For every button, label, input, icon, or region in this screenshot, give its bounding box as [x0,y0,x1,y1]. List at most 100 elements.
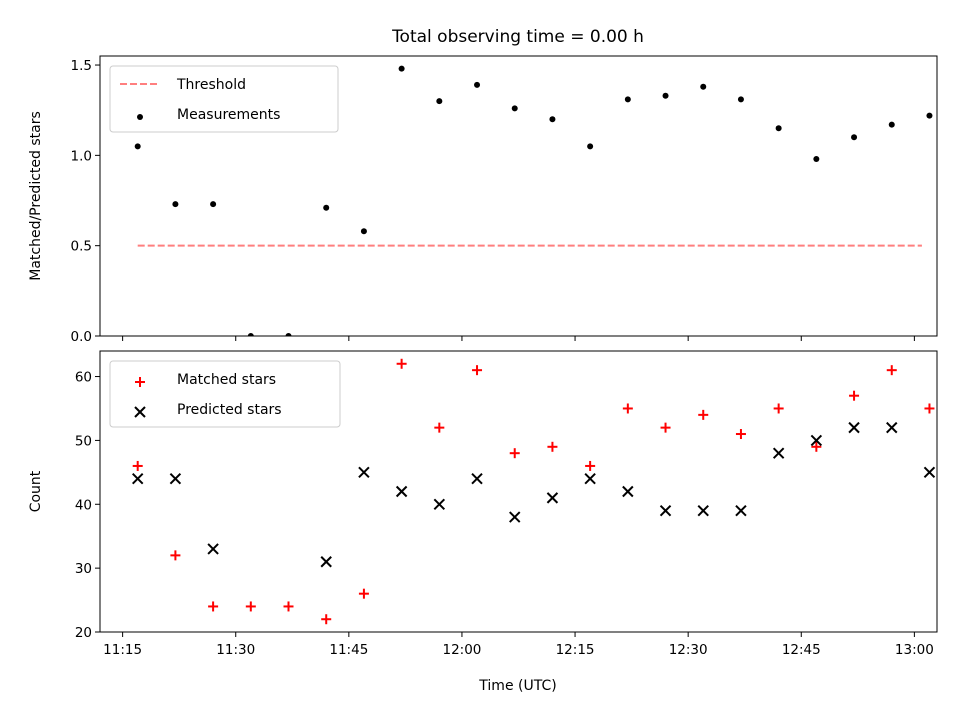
legend-entry: Predicted stars [134,402,282,418]
data-point [170,550,181,561]
y-tick-label: 0.5 [71,239,92,255]
y-tick-label: 1.0 [71,148,92,164]
legend-entry: Measurements [137,107,280,123]
data-point [210,201,217,208]
data-point [662,92,669,99]
data-point [436,98,443,105]
bottom-panel: 20 30 40 50 60 11:15 11:30 11:45 12:00 12:15 12:30… [28,350,938,658]
legend-entry: Threshold [120,77,246,93]
data-point [434,422,445,433]
data-point [358,588,369,599]
data-point [433,498,446,510]
data-point [396,358,407,369]
data-point [697,504,709,517]
series-1 [134,65,933,336]
figure-title: Total observing time = 0.00 h [391,27,644,47]
data-point [851,134,858,141]
data-point [622,485,634,498]
data-point [886,365,897,376]
data-point [474,81,481,88]
top-panel: 0.0 0.5 1.0 1.5 Matched/Predicted stars Thres… [28,55,938,345]
data-point [926,112,933,119]
legend: Matched stars Predicted stars [109,360,341,428]
data-point [323,204,330,211]
data-point [735,504,747,517]
y-tick-label: 30 [75,561,92,577]
y-axis-label: Matched/Predicted stars [28,111,44,281]
data-point [358,466,370,479]
axes-frame [99,350,938,633]
legend-label: Measurements [177,107,280,123]
data-point [546,492,559,504]
x-tick-label: 13:00 [895,642,934,658]
axes-frame [99,55,938,337]
x-axis-label: Time (UTC) [478,678,556,694]
y-tick-label: 0.0 [71,329,92,345]
y-tick-label: 20 [75,625,92,641]
data-point [924,403,935,414]
x-tick-label: 12:45 [782,642,821,658]
data-point [320,556,332,568]
x-tick-label: 11:15 [103,642,142,658]
x-tick-label: 11:30 [216,642,255,658]
data-point [132,460,143,471]
data-point [848,421,860,434]
data-point [172,201,179,208]
data-point [321,614,332,625]
data-point [511,105,518,112]
plot-area [131,358,936,625]
data-point [134,143,141,150]
data-point [509,448,520,459]
data-point [247,333,254,336]
data-point [207,543,219,555]
data-point [509,511,521,523]
legend-label: Matched stars [177,372,276,388]
data-point [700,83,707,90]
legend-swatch [134,406,146,418]
data-point [811,441,822,452]
x-tick-label: 11:45 [329,642,368,658]
legend-swatch [135,377,145,387]
data-point [624,96,631,103]
legend-swatch [137,114,143,120]
data-point [622,403,633,414]
plot-area [134,65,933,336]
data-point [698,409,709,420]
x-tick-label: 12:30 [669,642,708,658]
data-point [923,466,936,479]
data-point [587,143,594,150]
data-point [549,116,556,123]
data-point [737,96,744,103]
x-tick-label: 12:15 [556,642,595,658]
x-tick-label: 12:00 [442,642,481,658]
data-point [585,460,596,471]
data-point [547,441,558,452]
series-1 [131,421,936,568]
data-point [208,601,219,612]
data-point [886,421,898,434]
data-point [398,65,405,72]
data-point [772,447,785,459]
data-point [735,429,746,440]
data-point [659,504,672,517]
data-point [395,485,408,498]
data-point [169,473,182,485]
data-point [285,333,292,336]
data-point [472,365,483,376]
data-point [471,473,483,485]
data-point [775,125,782,132]
data-point [810,434,823,447]
y-tick-label: 50 [75,433,92,449]
data-point [660,422,671,433]
legend: Threshold Measurements [109,65,339,133]
data-point [360,228,367,235]
data-point [849,390,860,401]
y-tick-label: 60 [75,370,92,386]
data-point [888,121,895,128]
data-point [283,601,294,612]
legend-label: Predicted stars [177,402,282,418]
y-tick-label: 40 [75,497,92,513]
data-point [245,601,256,612]
data-point [773,403,784,414]
